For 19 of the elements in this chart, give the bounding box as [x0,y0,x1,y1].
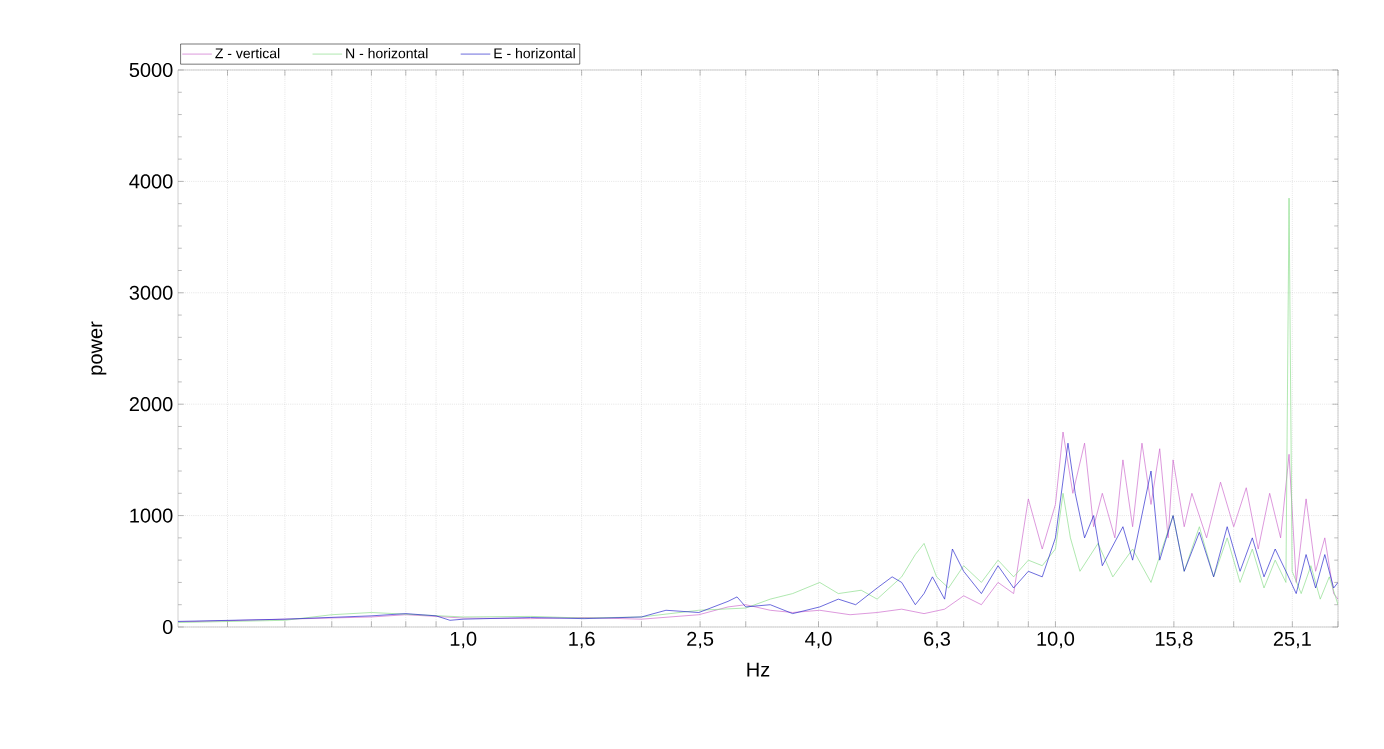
legend-label: Z - vertical [215,48,280,59]
y-tick-label: 5000 [129,62,173,78]
x-axis-title: Hz [747,662,770,677]
y-tick-label: 0 [162,619,173,635]
x-tick-label: 25,1 [1273,631,1311,649]
legend-label: N - horizontal [346,48,428,59]
x-tick-label: 6,3 [924,631,951,649]
y-tick-label: 3000 [129,285,173,300]
x-tick-label: 10,0 [1037,631,1075,649]
x-tick-label: 4,0 [805,631,832,649]
x-tick-label: 2,5 [687,631,714,649]
x-tick-label: 15,8 [1155,631,1193,649]
y-tick-label: 2000 [129,397,173,412]
x-tick-label: 1,6 [569,631,595,649]
y-tick-label: 4000 [129,174,173,189]
y-tick-label: 1000 [130,508,173,523]
legend-label: E - horizontal [494,48,575,59]
y-axis-title: power [91,321,107,375]
x-tick-label: 1,0 [450,631,477,649]
